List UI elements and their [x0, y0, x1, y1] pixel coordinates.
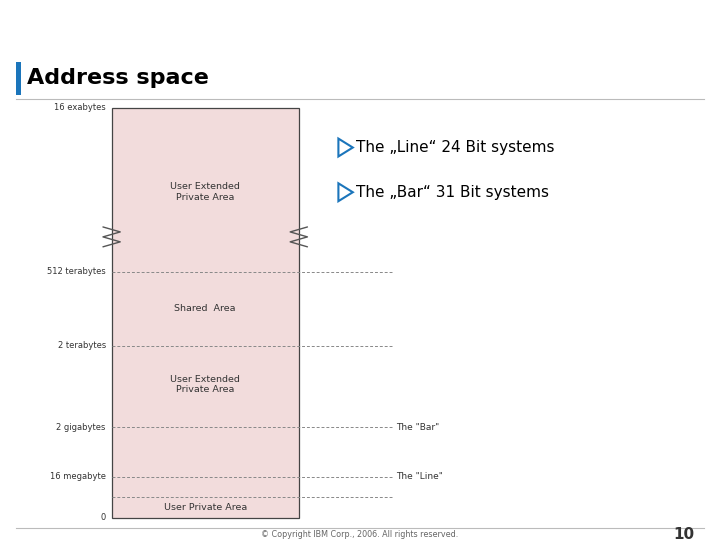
Text: Introduction to the new mainframe: Introduction to the new mainframe — [12, 15, 245, 28]
Text: 10: 10 — [674, 526, 695, 540]
Text: The „Bar“ 31 Bit systems: The „Bar“ 31 Bit systems — [356, 185, 549, 200]
Text: User Extended
Private Area: User Extended Private Area — [170, 375, 240, 394]
Text: User Extended
Private Area: User Extended Private Area — [170, 182, 240, 201]
Text: 16 exabytes: 16 exabytes — [54, 103, 106, 112]
Text: 2 terabytes: 2 terabytes — [58, 341, 106, 350]
Text: The "Bar": The "Bar" — [396, 423, 439, 432]
Text: User Private Area: User Private Area — [163, 503, 247, 512]
Text: © Copyright IBM Corp., 2006. All rights reserved.: © Copyright IBM Corp., 2006. All rights … — [261, 530, 459, 538]
Bar — [16, 62, 21, 96]
Text: 0: 0 — [101, 513, 106, 522]
Text: The "Line": The "Line" — [396, 472, 443, 481]
Text: 2 gigabytes: 2 gigabytes — [56, 423, 106, 432]
Text: Address space: Address space — [27, 68, 210, 88]
Text: The „Line“ 24 Bit systems: The „Line“ 24 Bit systems — [356, 140, 555, 155]
Text: 16 megabyte: 16 megabyte — [50, 472, 106, 481]
Text: Shared  Area: Shared Area — [174, 304, 236, 313]
Bar — [112, 108, 299, 518]
Text: 512 terabytes: 512 terabytes — [47, 267, 106, 276]
Text: IBM: IBM — [678, 13, 704, 26]
